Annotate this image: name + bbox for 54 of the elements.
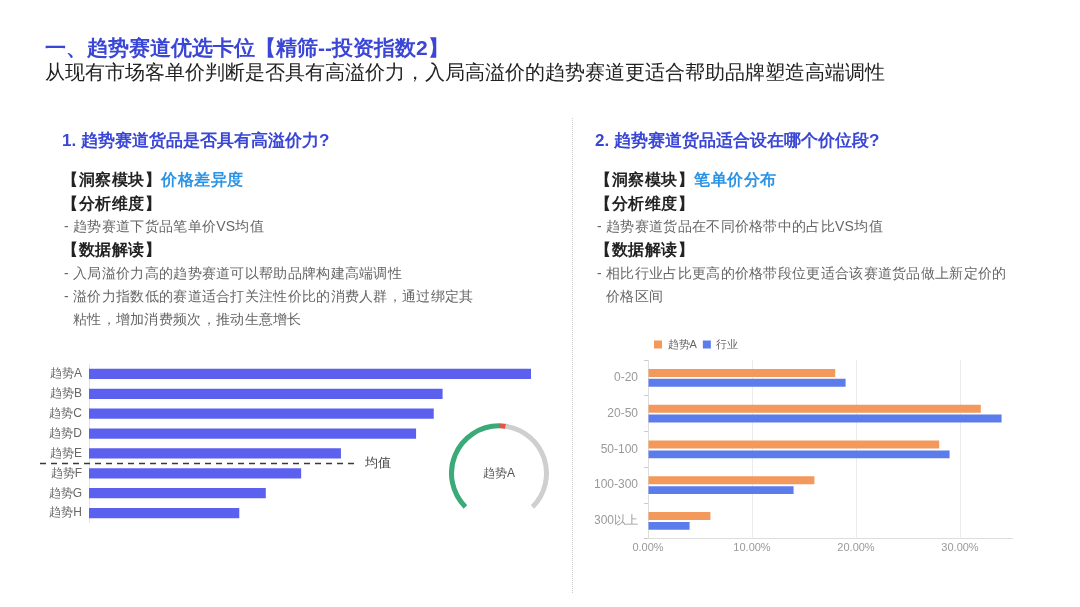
y-tick-label: 100-300 [593, 477, 639, 492]
text: - 溢价力指数低的赛道适合打关注性价比的消费人群，通过绑定其粘性，增加消费频次，推动生意增长 [64, 288, 474, 328]
bar [89, 408, 434, 419]
x-tick-label: 30.00% [941, 541, 979, 554]
text: - 入局溢价力高的趋势赛道可以帮助品牌构建高端调性 [64, 265, 403, 282]
text: - 趋势赛道货品在不同价格带中的占比VS均值 [597, 218, 883, 235]
y-tick-label: 趋势B [49, 386, 82, 401]
text: 【洞察模块】 [595, 171, 694, 188]
bar [89, 368, 531, 380]
y-tick-label: 趋势D [49, 425, 83, 440]
y-tick-label: 趋势H [49, 505, 82, 520]
x-tick-label: 20.00% [837, 541, 875, 554]
text: 趋势A [482, 465, 516, 481]
y-tick-label: 0-20 [613, 370, 639, 385]
y-tick-label: 趋势F [50, 465, 82, 480]
y-tick-label: 趋势G [48, 485, 82, 500]
legend-label: 趋势A [667, 337, 698, 350]
x-tick-label: 0.00% [632, 541, 664, 554]
y-tick-label: 50-100 [600, 441, 639, 456]
bar [89, 388, 443, 399]
bar [89, 428, 417, 439]
bar [89, 468, 302, 479]
bar [648, 476, 815, 485]
text: 价格差异度 [161, 171, 244, 188]
text: 笔单价分布 [694, 171, 777, 188]
chart-title: 2. 趋势赛道货品适合设在哪个价位段? [595, 130, 881, 152]
text: 【数据解读】 [62, 241, 161, 259]
bar [648, 450, 950, 459]
bar [89, 448, 341, 459]
bar [648, 369, 836, 377]
bar [648, 512, 711, 520]
text: - 趋势赛道下货品笔单价VS均值 [64, 218, 265, 235]
bar [648, 378, 846, 387]
text: 【分析维度】 [595, 194, 694, 212]
bar [89, 507, 240, 519]
bar [648, 521, 690, 530]
y-tick-label: 趋势E [49, 445, 82, 460]
y-tick-label: 20-50 [607, 405, 639, 420]
text: 【数据解读】 [595, 241, 694, 259]
annotation: 均值 [364, 454, 391, 470]
chart-title: 1. 趋势赛道货品是否具有高溢价力? [62, 130, 331, 152]
text: 从现有市场客单价判断是否具有高溢价力，入局高溢价的趋势赛道更适合帮助品牌塑造高端调性 [45, 60, 885, 85]
bar [89, 488, 266, 499]
text: 【洞察模块】 [62, 171, 161, 188]
x-tick-label: 10.00% [733, 541, 771, 554]
legend-label: 行业 [716, 337, 739, 350]
bar [648, 486, 794, 495]
y-tick-label: 趋势A [49, 366, 82, 381]
text: 【分析维度】 [62, 194, 161, 212]
y-tick-label: 趋势C [49, 406, 83, 420]
text: - 相比行业占比更高的价格带段位更适合该赛道货品做上新定价的价格区间 [597, 265, 1007, 305]
text: 一、趋势赛道优选卡位【精筛--投资指数2】 [45, 35, 450, 60]
y-tick-label: 300以上 [593, 513, 638, 528]
bar [648, 404, 981, 413]
